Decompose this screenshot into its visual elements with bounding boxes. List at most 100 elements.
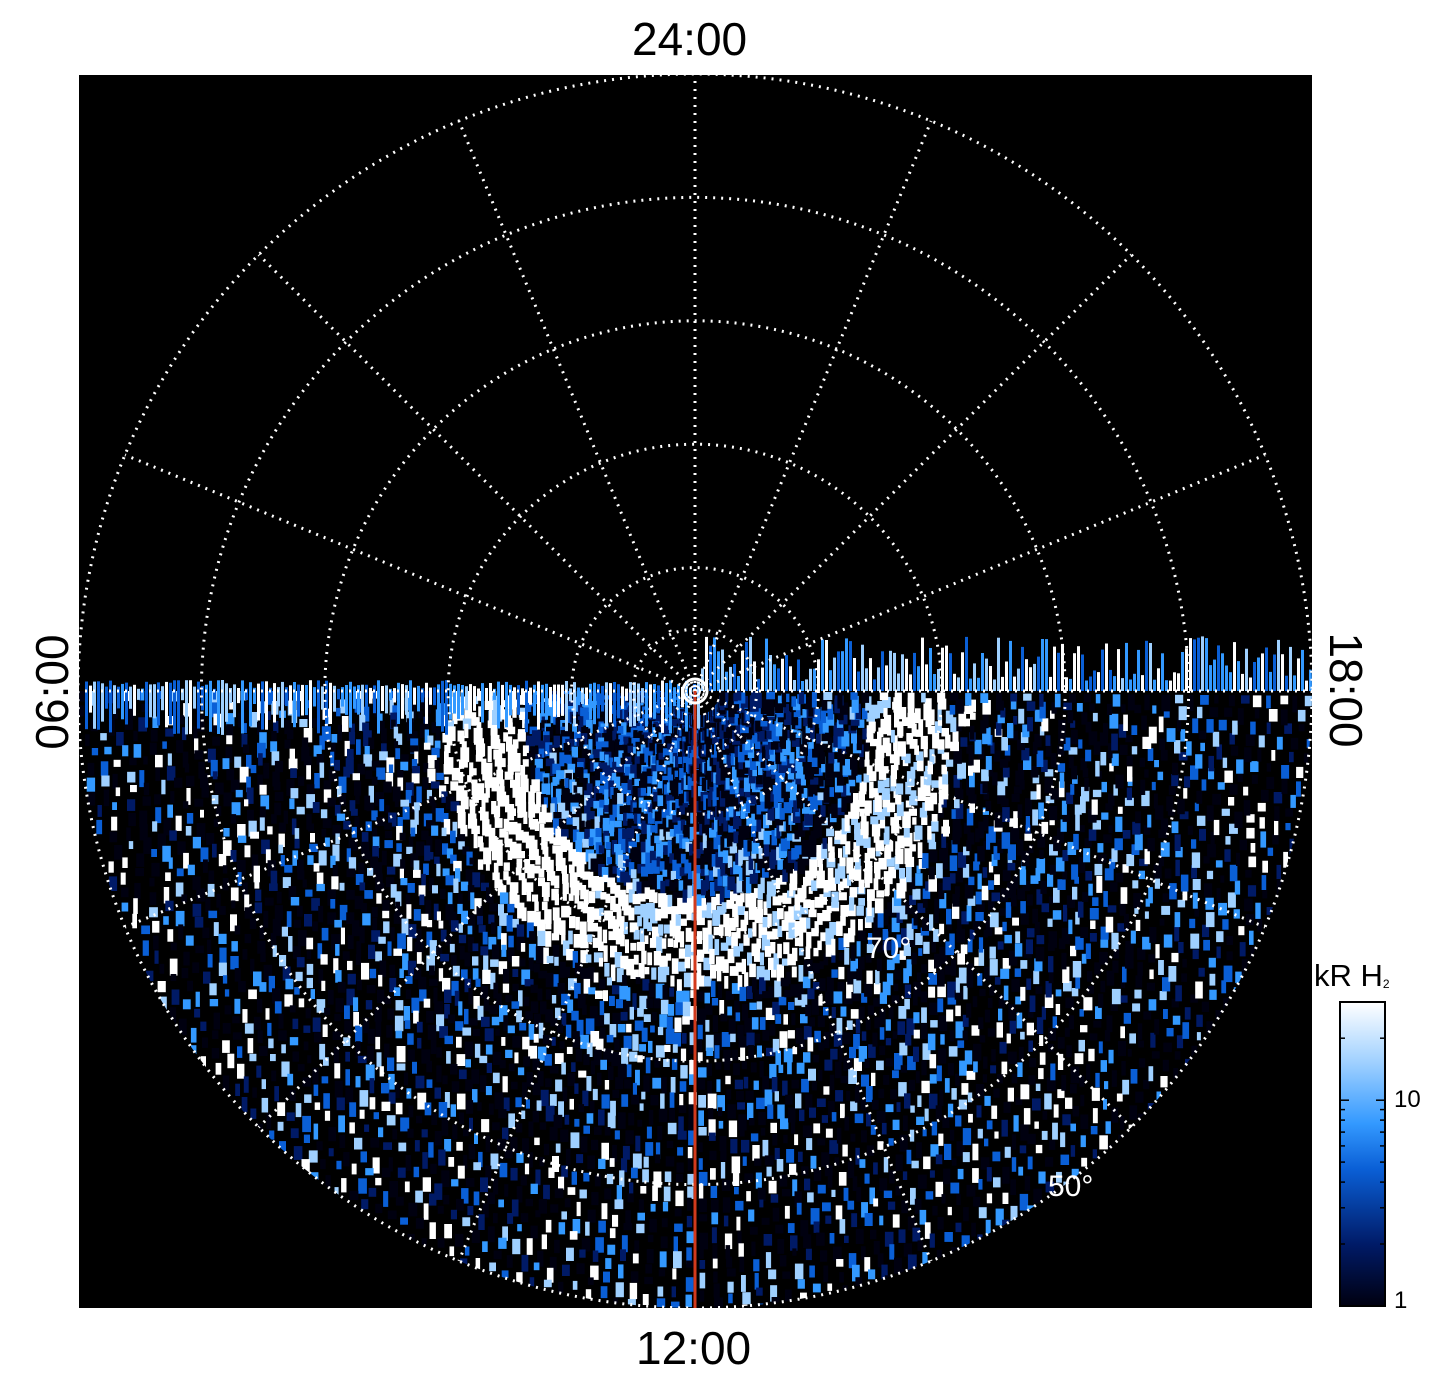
emission-cell (674, 1208, 682, 1217)
emission-cell (785, 818, 791, 832)
emission-cell (538, 748, 545, 758)
emission-cell (1002, 1166, 1010, 1184)
emission-cell (543, 1143, 550, 1156)
emission-cell (522, 745, 529, 757)
emission-cell (864, 1173, 870, 1184)
emission-cell (567, 763, 576, 773)
emission-cell (261, 1097, 269, 1113)
emission-cell (647, 952, 653, 966)
emission-cell (941, 784, 949, 800)
emission-cell (882, 929, 889, 941)
emission-cell (507, 851, 513, 860)
emission-cell (426, 789, 432, 800)
emission-cell (879, 1178, 888, 1191)
emission-cell (744, 972, 749, 987)
emission-cell (837, 748, 844, 763)
emission-cell (555, 788, 562, 805)
emission-cell (595, 1015, 604, 1027)
emission-cell (831, 891, 839, 908)
emission-cell (197, 691, 203, 699)
emission-cell (293, 919, 301, 928)
emission-cell (509, 882, 519, 894)
emission-cell (320, 954, 328, 965)
emission-cell (289, 1089, 296, 1101)
emission-cell (355, 874, 364, 885)
emission-cell (185, 935, 194, 946)
emission-cell (956, 1194, 961, 1206)
emission-cell (710, 964, 717, 979)
emission-cell (205, 898, 211, 913)
emission-cell (376, 767, 386, 780)
emission-cell (540, 1089, 549, 1107)
emission-cell (323, 780, 331, 792)
emission-cell (241, 733, 248, 748)
emission-cell (747, 840, 754, 852)
emission-cell (534, 821, 540, 831)
emission-cell (909, 844, 916, 852)
emission-cell (410, 853, 419, 868)
emission-cell (645, 1264, 653, 1274)
emission-cell (507, 726, 516, 735)
emission-cell (1196, 1032, 1201, 1041)
emission-cell (738, 849, 743, 866)
emission-cell (641, 866, 650, 877)
emission-cell (851, 758, 858, 776)
emission-cell (1003, 1101, 1011, 1113)
emission-cell (771, 968, 777, 978)
emission-cell (339, 794, 347, 806)
emission-cell (549, 1066, 559, 1074)
emission-cell (902, 1171, 908, 1180)
emission-cell (787, 953, 796, 966)
emission-cell (351, 1163, 357, 1175)
emission-cell (626, 827, 633, 839)
emission-cell (848, 868, 857, 880)
emission-cell (791, 738, 801, 747)
emission-cell (1045, 1181, 1055, 1193)
emission-cell (968, 1113, 973, 1123)
emission-cell (480, 986, 488, 999)
emission-cell (1075, 976, 1081, 989)
emission-cell (818, 1042, 825, 1051)
emission-cell (792, 730, 801, 738)
emission-cell (745, 754, 752, 768)
emission-cell (503, 968, 509, 983)
emission-cell (1034, 1121, 1039, 1129)
emission-cell (429, 965, 435, 976)
emission-cell (187, 980, 193, 992)
emission-cell (632, 893, 641, 905)
emission-cell (580, 820, 585, 828)
emission-cell (211, 725, 218, 733)
emission-cell (904, 998, 910, 1010)
emission-cell (1137, 962, 1143, 976)
emission-cell (583, 978, 591, 994)
emission-cell (460, 824, 468, 837)
emission-cell (428, 1142, 434, 1158)
emission-cell (785, 729, 792, 739)
emission-cell (698, 1079, 706, 1090)
emission-cell (421, 1049, 431, 1064)
emission-cell (621, 1235, 628, 1253)
emission-cell (504, 1184, 509, 1197)
emission-cell (807, 767, 813, 779)
emission-cell (733, 831, 739, 844)
emission-cell (637, 1212, 645, 1221)
emission-cell (450, 1209, 457, 1220)
emission-cell (1002, 958, 1011, 969)
emission-cell (471, 1230, 480, 1243)
emission-cell (1056, 1171, 1062, 1183)
emission-cell (1226, 936, 1233, 945)
emission-cell (814, 815, 820, 830)
emission-cell (85, 734, 90, 746)
emission-cell (167, 753, 172, 766)
emission-cell (753, 954, 762, 962)
emission-cell (1130, 1069, 1138, 1084)
emission-cell (251, 854, 259, 871)
emission-cell (1208, 957, 1216, 968)
emission-cell (642, 979, 650, 991)
emission-cell (1078, 1039, 1085, 1052)
emission-cell (181, 968, 189, 979)
emission-cell (658, 1268, 666, 1277)
emission-cell (311, 718, 318, 728)
emission-cell (823, 880, 829, 893)
emission-cell (103, 789, 110, 807)
